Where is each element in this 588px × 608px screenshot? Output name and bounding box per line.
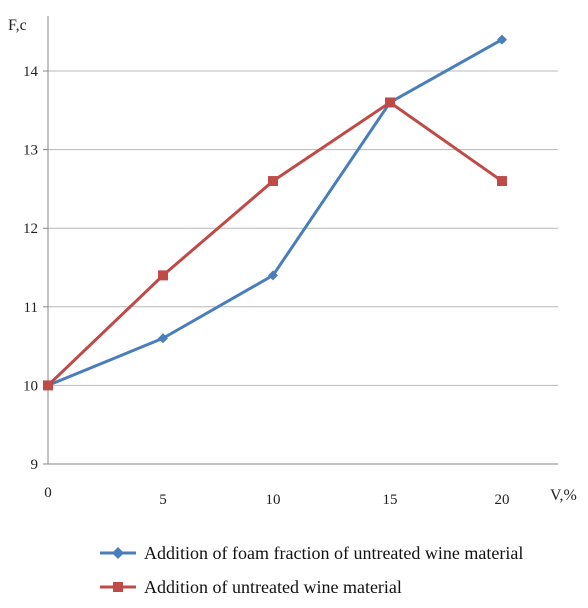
series-line bbox=[46, 100, 503, 387]
series-1 bbox=[43, 34, 507, 391]
data-point-square bbox=[158, 270, 168, 281]
axes bbox=[47, 16, 558, 465]
data-point-diamond bbox=[268, 270, 278, 281]
y-tick-label: 14 bbox=[23, 64, 39, 80]
x-tick-label: 10 bbox=[266, 492, 281, 508]
legend-swatch-square-icon bbox=[100, 582, 136, 592]
series-line bbox=[47, 38, 503, 387]
legend: Addition of foam fraction of untreated w… bbox=[100, 536, 523, 604]
x-tick-label: 5 bbox=[159, 492, 167, 508]
legend-label-series-1: Addition of foam fraction of untreated w… bbox=[144, 542, 524, 563]
y-tick-label: 12 bbox=[23, 221, 38, 237]
y-tick-label: 9 bbox=[31, 457, 39, 473]
y-tick-label: 10 bbox=[23, 378, 38, 394]
data-point-diamond bbox=[497, 34, 507, 45]
legend-label-series-2: Addition of untreated wine material bbox=[144, 576, 402, 597]
data-point-square bbox=[43, 380, 53, 391]
legend-swatch-diamond-icon bbox=[100, 547, 136, 559]
legend-item-series-1: Addition of foam fraction of untreated w… bbox=[100, 536, 523, 570]
x-tick-labels: 0 5 10 15 20 bbox=[44, 485, 509, 508]
grid-lines bbox=[43, 70, 558, 465]
line-chart: 9 10 11 12 13 14 0 5 10 15 20 F,c V,% bbox=[8, 16, 577, 508]
series-layer bbox=[43, 34, 507, 391]
y-tick-label: 13 bbox=[23, 143, 38, 159]
data-point-square bbox=[268, 176, 278, 187]
x-tick-label: 20 bbox=[495, 492, 510, 508]
data-point-diamond bbox=[158, 333, 168, 344]
data-point-square bbox=[385, 97, 395, 108]
y-tick-labels: 9 10 11 12 13 14 bbox=[23, 64, 39, 473]
y-tick-label: 11 bbox=[24, 300, 38, 316]
series-2 bbox=[43, 97, 507, 391]
x-tick-label: 15 bbox=[383, 492, 398, 508]
x-tick-label: 0 bbox=[44, 485, 52, 501]
legend-item-series-2: Addition of untreated wine material bbox=[100, 570, 523, 604]
y-axis-title: F,c bbox=[8, 17, 27, 34]
x-axis-title: V,% bbox=[550, 487, 577, 504]
data-point-square bbox=[497, 176, 507, 187]
